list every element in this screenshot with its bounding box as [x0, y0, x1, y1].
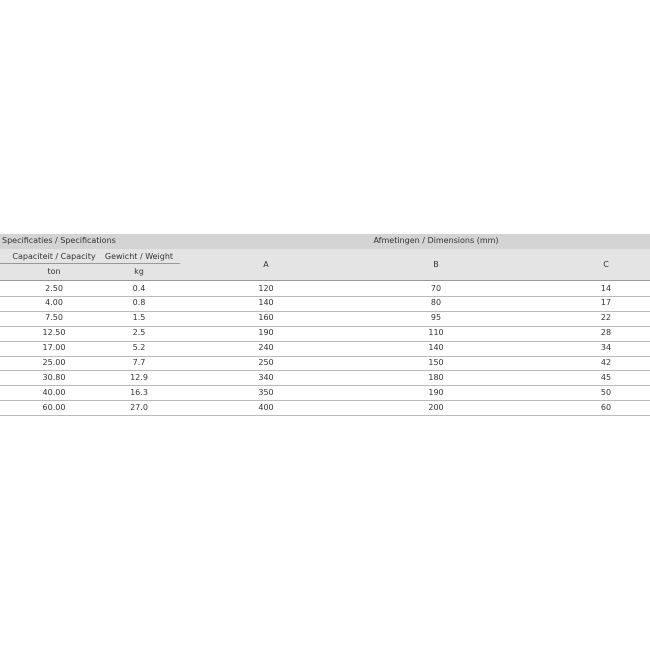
cell: 200	[428, 402, 444, 412]
cell: 34	[600, 343, 612, 353]
row-rule	[0, 355, 650, 357]
unit-header: kg	[134, 267, 144, 276]
row-rule	[0, 400, 650, 402]
cell: 12.9	[130, 372, 148, 382]
cell: 160	[258, 313, 274, 323]
cell: 0.4	[132, 283, 146, 293]
cell: 30.80	[42, 372, 66, 382]
cell: 27.0	[130, 402, 148, 412]
cell: 2.5	[132, 328, 146, 338]
subheader-band	[0, 249, 650, 280]
cell: 240	[258, 343, 274, 353]
cell: 45	[600, 372, 612, 382]
cell: 17.00	[42, 343, 66, 353]
row-rule	[0, 370, 650, 372]
cell: 250	[258, 358, 274, 367]
cell: 190	[258, 328, 274, 338]
cell: 95	[430, 313, 442, 323]
cell: 7.50	[45, 313, 63, 323]
cell: 150	[428, 358, 444, 367]
row-rule	[0, 295, 650, 297]
cell: 140	[428, 343, 444, 353]
cell: 40.00	[42, 387, 66, 397]
cell: 80	[430, 298, 442, 308]
row-rule	[0, 385, 650, 387]
cell: 120	[258, 283, 274, 293]
row-rule	[0, 325, 650, 327]
capacity-header: Capaciteit / Capacity	[12, 252, 96, 261]
cell: 140	[258, 298, 274, 308]
cell: 1.5	[132, 313, 146, 323]
cell: 340	[258, 372, 274, 382]
subheader-rule	[0, 263, 180, 264]
column-header: A	[263, 260, 269, 269]
cell: 28	[600, 328, 612, 338]
cell: 5.2	[132, 343, 146, 353]
cell: 25.00	[42, 358, 66, 367]
row-rule	[0, 415, 650, 417]
column-header: B	[433, 260, 439, 269]
cell: 180	[428, 372, 444, 382]
column-header: C	[603, 260, 609, 269]
cell: 60.00	[42, 402, 66, 412]
cell: 70	[430, 283, 442, 293]
cell: 12.50	[42, 328, 66, 338]
cell: 0.8	[132, 298, 146, 308]
row-rule	[0, 310, 650, 312]
specs-header: Specificaties / Specifications	[2, 236, 116, 245]
cell: 22	[600, 313, 612, 323]
cell: 60	[600, 402, 612, 412]
cell: 350	[258, 387, 274, 397]
cell: 7.7	[132, 358, 146, 367]
cell: 50	[600, 387, 612, 397]
cell: 400	[258, 402, 274, 412]
cell: 17	[600, 298, 612, 308]
header-rule	[0, 280, 650, 281]
cell: 16.3	[130, 387, 148, 397]
row-rule	[0, 340, 650, 342]
cell: 2.50	[45, 283, 63, 293]
cell: 190	[428, 387, 444, 397]
cell: 14	[600, 283, 612, 293]
unit-header: ton	[47, 267, 61, 276]
cell: 42	[600, 358, 612, 367]
cell: 110	[428, 328, 444, 338]
cell: 4.00	[45, 298, 63, 308]
weight-header: Gewicht / Weight	[104, 252, 174, 261]
header-band	[0, 234, 650, 249]
dims-header: Afmetingen / Dimensions (mm)	[373, 236, 499, 245]
